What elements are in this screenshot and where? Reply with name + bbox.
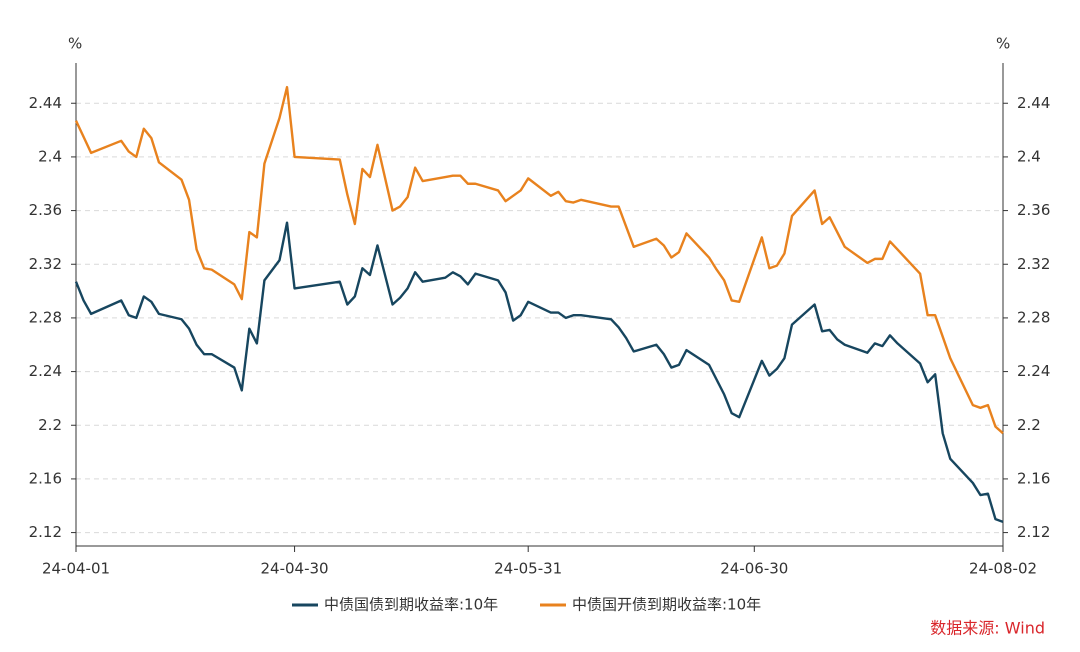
x-tick-label: 24-05-31 [494,560,562,578]
y2-tick-label: 2.32 [1017,255,1050,273]
y-tick-label: 2.2 [38,416,62,434]
y2-tick-label: 2.44 [1017,94,1050,112]
x-tick-label: 24-06-30 [720,560,788,578]
y2-tick-label: 2.16 [1017,469,1050,487]
y2-tick-label: 2.12 [1017,523,1050,541]
x-tick-label: 24-08-02 [969,560,1037,578]
x-tick-label: 24-04-01 [42,560,110,578]
y-unit: % [68,35,82,53]
y-tick-label: 2.44 [29,94,62,112]
y2-unit: % [996,35,1010,53]
y2-tick-label: 2.28 [1017,308,1050,326]
y-tick-label: 2.16 [29,469,62,487]
y-tick-label: 2.12 [29,523,62,541]
series-line [74,221,1004,523]
y-tick-label: 2.36 [29,201,62,219]
y2-tick-label: 2.4 [1017,147,1041,165]
y-tick-label: 2.4 [38,147,62,165]
series-line [74,85,1004,435]
legend-label: 中债国开债到期收益率:10年 [572,596,761,614]
y2-tick-label: 2.24 [1017,362,1050,380]
y-tick-label: 2.24 [29,362,62,380]
y2-tick-label: 2.2 [1017,416,1041,434]
y-tick-label: 2.32 [29,255,62,273]
y-tick-label: 2.28 [29,308,62,326]
x-tick-label: 24-04-30 [261,560,329,578]
legend-label: 中债国债到期收益率:10年 [324,596,498,614]
y2-tick-label: 2.36 [1017,201,1050,219]
source: 数据来源: Wind [930,619,1045,638]
